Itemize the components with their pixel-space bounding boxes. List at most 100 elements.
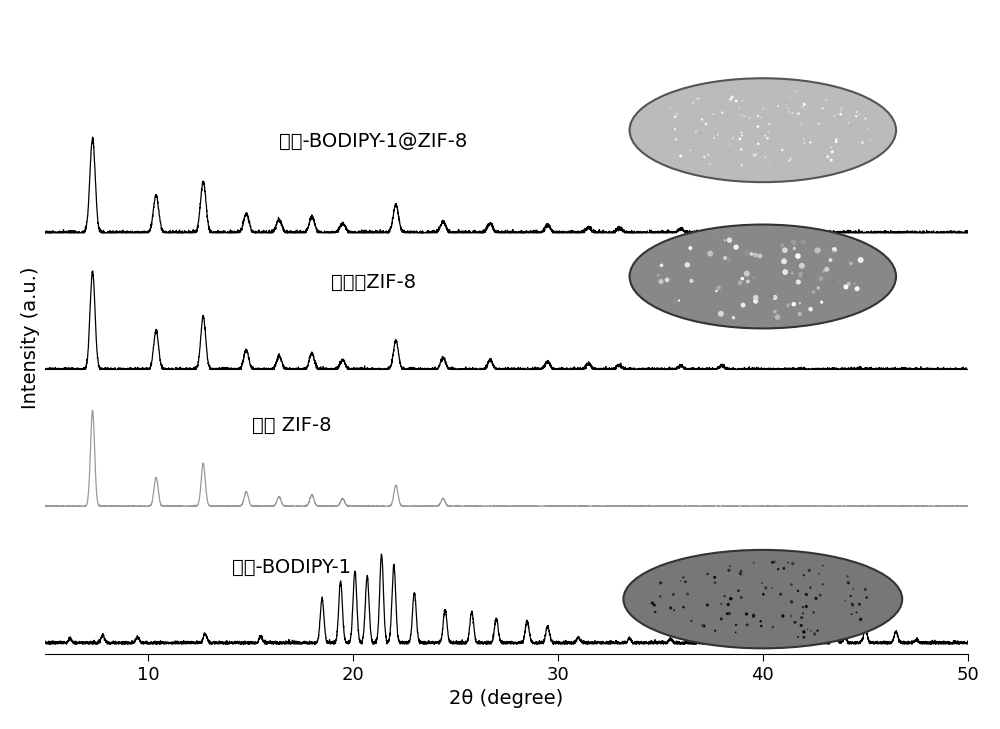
Point [862, 133, 878, 145]
Point [706, 132, 722, 144]
Point [733, 592, 749, 604]
Point [682, 144, 698, 156]
Point [702, 158, 718, 170]
Point [798, 588, 814, 600]
Point [765, 621, 781, 633]
Point [653, 260, 669, 271]
Point [747, 127, 763, 139]
Point [683, 615, 699, 627]
Point [790, 156, 806, 168]
Point [673, 150, 689, 162]
Point [824, 146, 840, 157]
Point [843, 117, 859, 129]
Point [733, 144, 749, 155]
Point [744, 103, 760, 114]
Point [797, 270, 813, 281]
Point [734, 130, 750, 141]
Point [767, 305, 783, 317]
Point [801, 564, 817, 576]
Point [675, 572, 691, 583]
Point [739, 619, 755, 631]
Point [733, 565, 749, 577]
Point [841, 117, 857, 129]
Point [728, 619, 744, 631]
Point [859, 592, 875, 604]
Point [822, 254, 838, 266]
Point [694, 114, 710, 125]
Point [775, 610, 791, 622]
Point [738, 149, 754, 160]
Point [717, 295, 733, 306]
Point [710, 129, 726, 141]
Point [760, 137, 776, 149]
Point [806, 286, 822, 297]
Text: 合成的ZIF-8: 合成的ZIF-8 [331, 273, 416, 292]
Point [735, 299, 751, 311]
Point [815, 560, 831, 572]
Point [743, 248, 759, 260]
Point [809, 126, 825, 138]
Point [700, 149, 716, 160]
Point [755, 103, 771, 114]
Point [841, 254, 857, 265]
Point [679, 259, 695, 270]
Point [734, 95, 750, 106]
Point [723, 93, 739, 105]
Point [796, 98, 812, 110]
Point [854, 137, 870, 149]
Point [761, 126, 777, 138]
Point [813, 273, 829, 284]
Point [811, 118, 827, 130]
Point [734, 154, 750, 165]
Point [795, 607, 811, 619]
Point [730, 87, 746, 99]
Point [793, 118, 809, 130]
Point [794, 612, 810, 623]
Point [843, 590, 859, 602]
Point [792, 297, 808, 309]
Point [840, 577, 856, 589]
Point [781, 155, 797, 166]
Point [848, 607, 864, 618]
Point [858, 113, 874, 125]
Point [774, 144, 790, 156]
Point [762, 118, 778, 130]
Point [825, 246, 841, 258]
Point [806, 607, 822, 618]
Point [786, 243, 802, 254]
Point [811, 244, 827, 256]
Point [774, 137, 790, 149]
Point [853, 614, 869, 625]
Point [761, 159, 777, 171]
Point [786, 278, 802, 290]
Point [767, 292, 783, 303]
Point [785, 558, 801, 569]
Point [753, 615, 769, 627]
Point [750, 121, 766, 133]
Point [776, 563, 792, 574]
Point [666, 604, 682, 616]
Point [742, 112, 758, 124]
Point [810, 282, 826, 294]
Point [695, 620, 711, 631]
Point [717, 235, 733, 246]
Point [734, 273, 750, 284]
Point [766, 556, 782, 568]
Point [809, 245, 825, 257]
Point [789, 94, 805, 106]
Point [823, 141, 839, 153]
Point [786, 298, 802, 310]
Point [728, 241, 744, 253]
X-axis label: 2θ (degree): 2θ (degree) [449, 689, 564, 708]
Point [753, 620, 769, 632]
Point [786, 237, 802, 249]
Point [733, 568, 749, 580]
Point [778, 99, 794, 111]
Point [784, 268, 800, 279]
Point [784, 596, 800, 608]
Point [826, 121, 842, 133]
Point [803, 106, 819, 118]
Point [844, 131, 860, 143]
Point [748, 295, 764, 307]
Point [786, 242, 802, 254]
